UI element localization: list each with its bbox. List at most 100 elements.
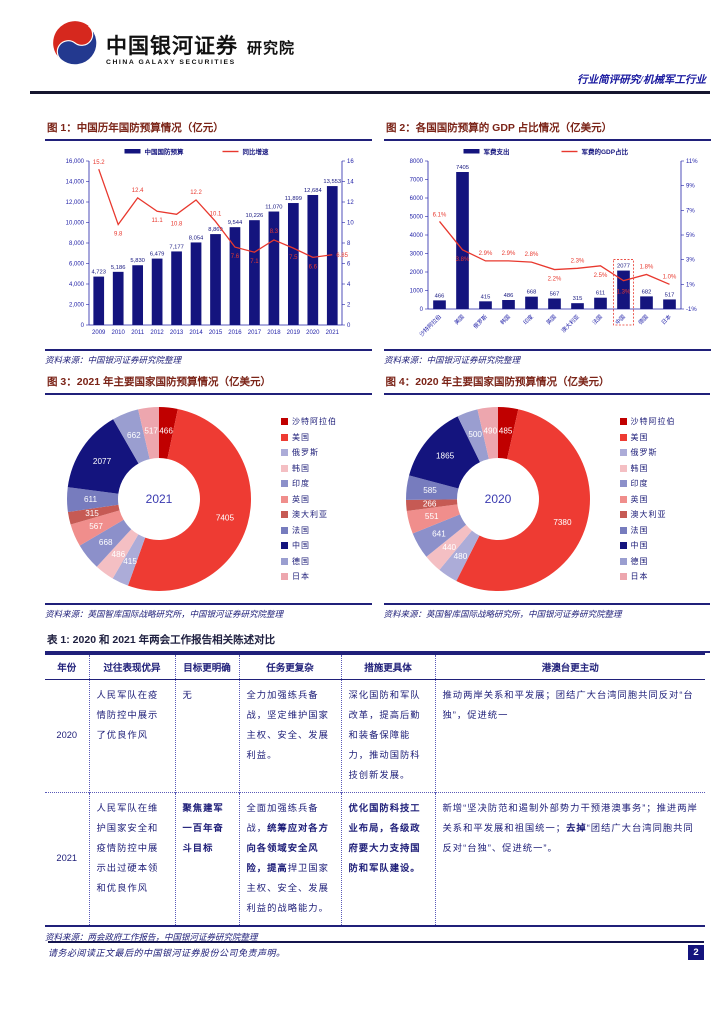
legend-item: 中国	[281, 540, 372, 551]
svg-text:0: 0	[81, 323, 85, 329]
svg-text:2.2%: 2.2%	[548, 277, 562, 283]
figure-3-body: 466 7405 415 486 668 567 315 611 2077 662 517 2021 …	[45, 395, 372, 603]
svg-text:中国: 中国	[613, 312, 627, 326]
legend-swatch	[281, 464, 288, 472]
legend-item: 法国	[619, 525, 711, 536]
svg-text:2019: 2019	[287, 330, 301, 336]
legend-item: 英国	[619, 494, 711, 505]
legend-swatch	[281, 418, 288, 425]
legend-label: 俄罗斯	[292, 448, 319, 457]
svg-text:1865: 1865	[435, 451, 454, 460]
svg-text:7380: 7380	[553, 518, 572, 527]
legend-item: 法国	[281, 525, 372, 536]
svg-text:415: 415	[481, 294, 491, 300]
figure-2: 图 2：各国国防预算的 GDP 占比情况（亿美元） 0 1000 2000 3000 4…	[384, 118, 711, 366]
svg-text:5,830: 5,830	[130, 258, 145, 264]
svg-text:517: 517	[665, 292, 675, 298]
svg-text:2016: 2016	[228, 330, 242, 336]
legend-swatch	[619, 495, 627, 503]
svg-text:6000: 6000	[410, 196, 424, 202]
svg-text:486: 486	[112, 550, 126, 559]
legend-item: 德国	[281, 556, 372, 567]
legend-label: 沙特阿拉伯	[630, 417, 676, 426]
legend-label: 沙特阿拉伯	[292, 417, 337, 426]
legend-item: 中国	[619, 540, 711, 551]
svg-text:315: 315	[85, 509, 99, 518]
svg-text:0: 0	[420, 307, 424, 313]
svg-text:军费支出: 军费支出	[484, 147, 510, 156]
svg-text:11%: 11%	[686, 159, 698, 165]
svg-text:印度: 印度	[521, 312, 535, 326]
svg-text:7.5: 7.5	[289, 255, 298, 261]
svg-text:551: 551	[424, 512, 438, 521]
svg-text:6.6: 6.6	[309, 264, 318, 270]
svg-text:2000: 2000	[410, 270, 424, 276]
table-header-cell: 港澳台更主动	[434, 654, 705, 680]
figure-1-title: 图 1：中国历年国防预算情况（亿元）	[45, 118, 372, 141]
table-cell-text: 人民军队在维护国家安全和疫情防控中展示出过硬本领和优良作风	[96, 802, 159, 893]
figure-row-1: 图 1：中国历年国防预算情况（亿元） 0 2,000 4,000 6,000 8,000…	[45, 118, 711, 366]
svg-text:16: 16	[347, 159, 354, 165]
legend-swatch	[619, 418, 627, 425]
svg-text:5000: 5000	[410, 215, 424, 221]
report-body: 图 1：中国历年国防预算情况（亿元） 0 2,000 4,000 6,000 8,000…	[45, 118, 711, 943]
svg-text:5,186: 5,186	[111, 265, 126, 271]
brand-name-cn: 中国银河证券	[106, 35, 238, 58]
legend-item: 印度	[619, 478, 711, 489]
svg-text:2021: 2021	[326, 330, 340, 336]
svg-text:11,070: 11,070	[265, 205, 282, 211]
svg-text:641: 641	[432, 529, 446, 538]
legend-label: 澳大利亚	[630, 510, 667, 519]
svg-text:2.9%: 2.9%	[479, 251, 493, 257]
table-cell-text: 捍卫国家主权、安全、发展利益的战略能力。	[246, 862, 329, 913]
svg-text:2077: 2077	[617, 264, 630, 270]
legend-label: 法国	[292, 525, 310, 535]
svg-text:9.8: 9.8	[114, 232, 123, 238]
legend-label: 德国	[630, 556, 649, 566]
legend-swatch	[619, 449, 627, 456]
table-cell: 全力加强练兵备战，坚定维护国家主权、安全、发展利益。	[238, 679, 341, 793]
svg-text:8: 8	[347, 241, 351, 247]
svg-text:315: 315	[573, 296, 583, 302]
svg-text:1.8%: 1.8%	[640, 264, 654, 270]
svg-text:10.8: 10.8	[171, 221, 183, 227]
legend-item: 韩国	[619, 463, 711, 474]
svg-text:440: 440	[442, 543, 456, 552]
svg-text:4,723: 4,723	[91, 270, 106, 276]
legend-swatch	[281, 557, 288, 565]
svg-text:567: 567	[550, 292, 560, 298]
svg-text:682: 682	[642, 289, 652, 295]
table-header-cell: 任务更复杂	[238, 654, 341, 680]
svg-text:0: 0	[347, 323, 351, 329]
svg-text:日本: 日本	[659, 312, 673, 326]
legend-swatch	[619, 573, 627, 580]
figure-4-body: 485 7380 480 440 641 551 266 585 1865 500 490 2020 …	[384, 395, 711, 603]
svg-text:澳大利亚: 澳大利亚	[559, 312, 581, 334]
svg-text:485: 485	[498, 427, 512, 436]
svg-text:1.0%: 1.0%	[663, 274, 677, 280]
svg-text:2018: 2018	[267, 330, 281, 336]
table-cell: 聚焦建军一百年奋斗目标	[174, 791, 239, 926]
svg-text:10: 10	[347, 221, 354, 227]
svg-text:490: 490	[483, 427, 497, 436]
table-cell-text: 全面加强练兵备战，	[246, 802, 319, 833]
svg-text:12: 12	[347, 200, 354, 206]
brand: 中国银河证券 CHINA GALAXY SECURITIES 研究院	[52, 20, 724, 66]
table-cell: 人民军队在维护国家安全和疫情防控中展示出过硬本领和优良作风	[88, 791, 175, 926]
svg-text:9%: 9%	[686, 184, 695, 190]
svg-text:611: 611	[596, 291, 605, 297]
legend-swatch	[281, 542, 288, 549]
svg-text:6,000: 6,000	[69, 262, 85, 268]
svg-text:2020: 2020	[484, 492, 511, 506]
footer-rule	[48, 941, 704, 943]
svg-text:12,684: 12,684	[304, 188, 323, 194]
svg-text:1000: 1000	[410, 289, 424, 295]
svg-text:6: 6	[347, 262, 351, 268]
svg-text:12.4: 12.4	[132, 188, 144, 194]
svg-text:14: 14	[347, 180, 354, 186]
table-header-cell: 措施更具体	[340, 654, 435, 680]
svg-text:美国: 美国	[452, 312, 466, 326]
legend-label: 英国	[630, 494, 649, 504]
